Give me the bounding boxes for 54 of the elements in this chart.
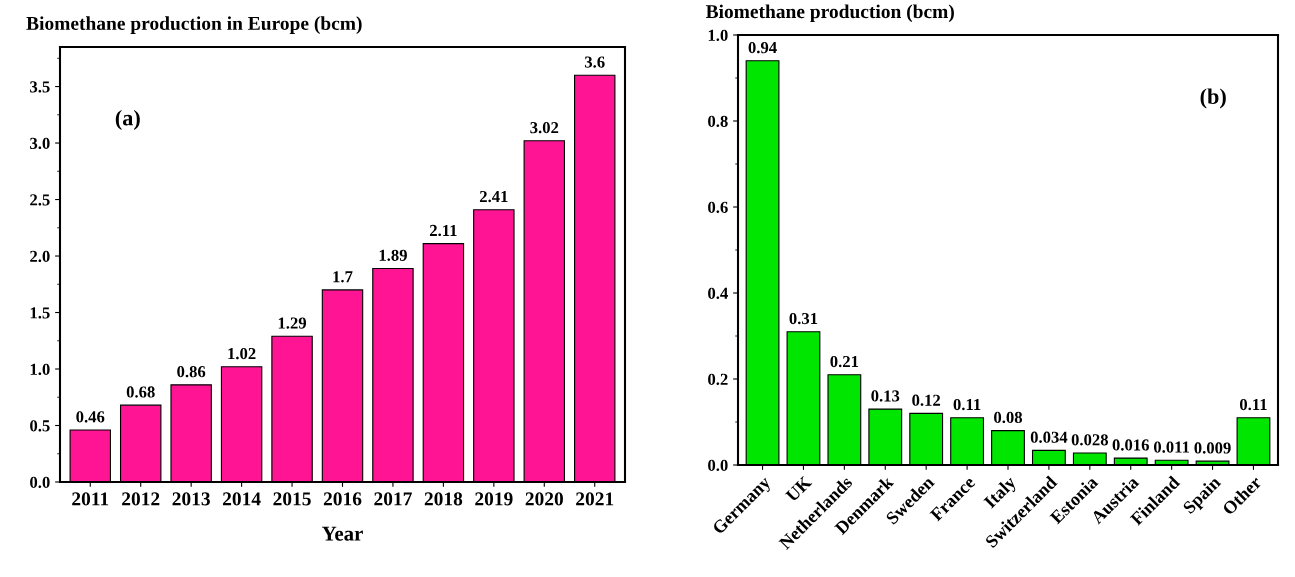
data-label: 0.016 xyxy=(1112,439,1149,451)
data-label: 1.02 xyxy=(228,347,256,360)
x-tick-label: 2016 xyxy=(323,492,362,506)
x-tick-label: 2013 xyxy=(172,492,210,506)
data-label: 0.028 xyxy=(1071,434,1109,446)
data-label: 0.46 xyxy=(76,411,105,423)
data-label: 0.13 xyxy=(871,390,900,402)
y-tick-label: 2.5 xyxy=(30,194,50,206)
data-label: 2.11 xyxy=(429,224,457,237)
x-tick-label: 2019 xyxy=(475,492,513,506)
data-label: 0.034 xyxy=(1030,431,1068,443)
data-label: 0.68 xyxy=(126,386,155,398)
data-label: 1.89 xyxy=(379,249,407,261)
data-label: 0.009 xyxy=(1194,442,1231,454)
y-tick-label: 0.0 xyxy=(30,476,50,489)
data-label: 0.12 xyxy=(912,394,941,406)
x-tick-label: 2017 xyxy=(374,492,412,506)
x-axis-title: Year xyxy=(322,526,363,541)
y-tick-label: 0.5 xyxy=(30,420,50,432)
data-label: 0.11 xyxy=(953,398,981,411)
x-tick-label: 2021 xyxy=(576,492,614,506)
data-label: 3.02 xyxy=(530,121,559,134)
data-label: 1.29 xyxy=(278,317,307,329)
y-tick-label: 1.0 xyxy=(30,363,50,376)
y-tick-label: 0.8 xyxy=(708,115,728,128)
y-tick-label: 0.4 xyxy=(708,287,728,300)
y-tick-label: 3.0 xyxy=(30,137,50,150)
y-tick-label: 2.0 xyxy=(30,250,50,263)
y-tick-label: 1.0 xyxy=(708,29,728,42)
x-tick-label: 2014 xyxy=(222,492,261,506)
data-label: 3.6 xyxy=(584,56,605,68)
y-tick-label: 0.0 xyxy=(708,459,728,472)
data-label: 2.41 xyxy=(479,190,508,203)
annotation: (a) xyxy=(115,109,140,131)
data-label: 0.94 xyxy=(748,42,777,54)
x-tick-label: 2018 xyxy=(424,492,463,506)
data-label: 0.11 xyxy=(1239,398,1267,411)
y-tick-label: 0.6 xyxy=(708,201,728,214)
annotation: (b) xyxy=(1200,88,1226,109)
data-label: 1.7 xyxy=(333,271,353,283)
y-tick-label: 0.2 xyxy=(708,373,728,386)
data-label: 0.08 xyxy=(994,411,1023,424)
x-tick-label: 2012 xyxy=(122,492,160,506)
data-label: 0.31 xyxy=(789,312,818,325)
x-tick-label: 2020 xyxy=(525,492,563,506)
x-tick-label: 2015 xyxy=(273,492,311,506)
data-label: 0.011 xyxy=(1153,441,1190,453)
data-label: 0.21 xyxy=(830,355,859,368)
x-tick-label: 2011 xyxy=(72,492,109,506)
y-tick-label: 3.5 xyxy=(30,81,50,93)
y-tick-label: 1.5 xyxy=(30,307,50,319)
chart-title: Biomethane production (bcm) xyxy=(705,4,954,23)
data-label: 0.86 xyxy=(177,366,206,378)
chart-title: Biomethane production in Europe (bcm) xyxy=(26,16,362,34)
